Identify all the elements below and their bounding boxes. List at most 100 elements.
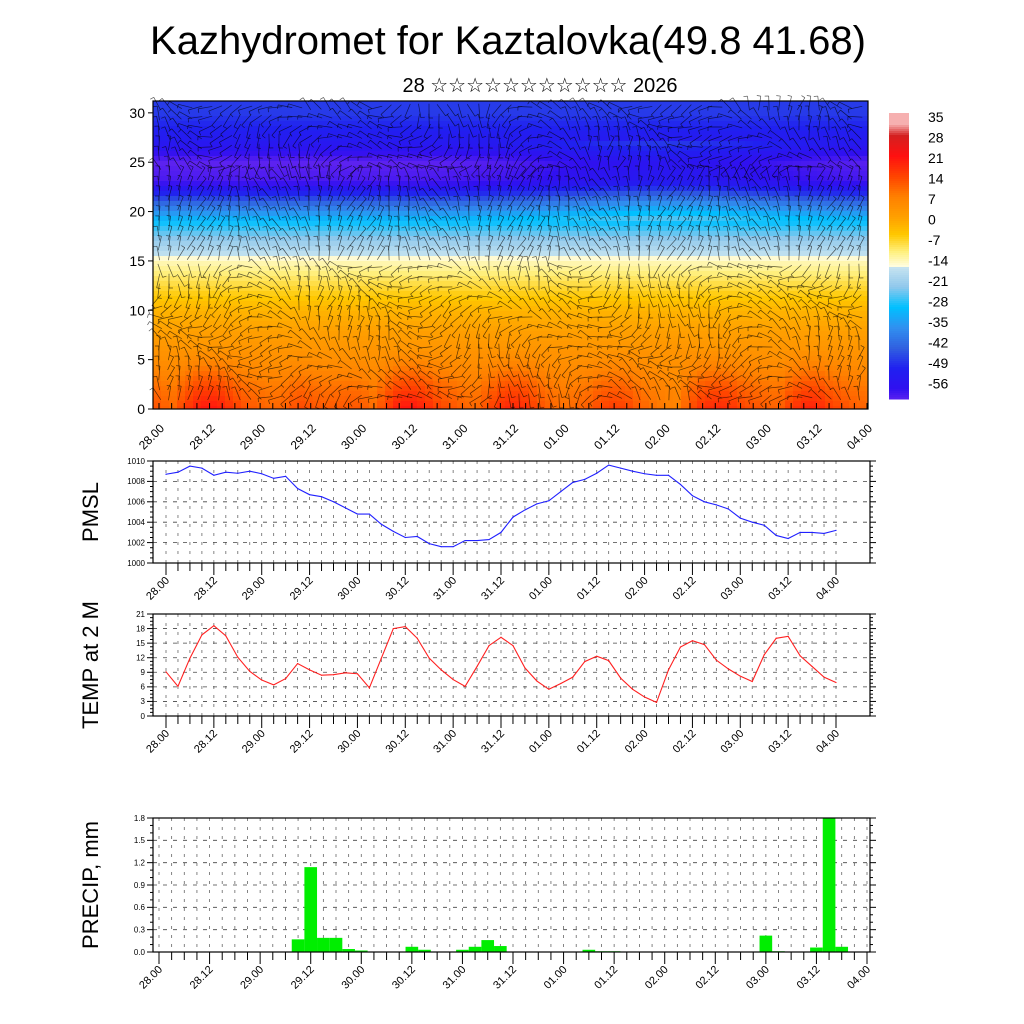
temperature-cell: [649, 241, 658, 247]
temperature-cell: [457, 376, 466, 382]
temperature-cell: [537, 171, 546, 177]
temperature-cell: [153, 106, 162, 112]
temperature-cell: [201, 281, 210, 287]
temperature-cell: [441, 181, 450, 187]
temperature-cell: [265, 336, 274, 342]
temperature-cell: [745, 251, 754, 257]
temperature-cell: [233, 381, 242, 387]
temperature-cell: [201, 341, 210, 347]
temperature-cell: [401, 316, 410, 322]
temperature-cell: [681, 296, 690, 302]
temperature-cell: [465, 296, 474, 302]
temperature-cell: [673, 241, 682, 247]
temperature-cell: [209, 216, 218, 222]
temperature-cell: [289, 161, 298, 167]
temperature-cell: [449, 326, 458, 332]
temperature-cell: [249, 351, 258, 357]
temperature-cell: [377, 351, 386, 357]
temperature-cell: [689, 271, 698, 277]
temperature-cell: [329, 241, 338, 247]
temperature-cell: [273, 376, 282, 382]
temperature-cell: [745, 326, 754, 332]
temperature-cell: [681, 256, 690, 262]
temperature-cell: [705, 106, 714, 112]
temperature-cell: [337, 271, 346, 277]
temperature-cell: [249, 211, 258, 217]
temperature-cell: [441, 146, 450, 152]
temperature-cell: [753, 251, 762, 257]
temperature-cell: [385, 271, 394, 277]
temperature-cell: [441, 231, 450, 237]
temperature-cell: [369, 306, 378, 312]
temperature-cell: [457, 266, 466, 272]
temperature-cell: [537, 251, 546, 257]
temperature-cell: [433, 291, 442, 297]
temperature-cell: [409, 281, 418, 287]
temperature-cell: [689, 221, 698, 227]
temperature-cell: [481, 246, 490, 252]
temperature-cell: [649, 161, 658, 167]
temperature-cell: [665, 186, 674, 192]
temperature-cell: [441, 386, 450, 392]
temperature-cell: [465, 361, 474, 367]
temperature-cell: [369, 351, 378, 357]
temperature-cell: [489, 116, 498, 122]
temperature-cell: [225, 381, 234, 387]
temperature-cell: [185, 141, 194, 147]
temperature-cell: [457, 156, 466, 162]
temperature-cell: [465, 341, 474, 347]
temperature-cell: [641, 271, 650, 277]
temperature-cell: [241, 321, 250, 327]
temperature-cell: [441, 376, 450, 382]
temperature-cell: [385, 281, 394, 287]
temperature-cell: [161, 311, 170, 317]
temperature-cell: [753, 141, 762, 147]
temperature-cell: [177, 311, 186, 317]
temperature-cell: [193, 291, 202, 297]
temperature-cell: [241, 406, 250, 410]
temperature-cell: [233, 201, 242, 207]
temperature-cell: [329, 341, 338, 347]
temperature-cell: [697, 281, 706, 287]
temperature-cell: [625, 141, 634, 147]
temperature-cell: [377, 136, 386, 142]
temperature-cell: [353, 301, 362, 307]
temperature-cell: [177, 366, 186, 372]
temperature-cell: [585, 381, 594, 387]
temperature-cell: [377, 121, 386, 127]
temperature-cell: [297, 406, 306, 410]
temperature-cell: [617, 211, 626, 217]
temperature-cell: [753, 181, 762, 187]
temperature-cell: [529, 251, 538, 257]
temperature-cell: [369, 186, 378, 192]
temperature-cell: [337, 261, 346, 267]
temperature-cell: [761, 366, 770, 372]
temperature-cell: [377, 116, 386, 122]
temperature-cell: [289, 306, 298, 312]
temperature-cell: [529, 176, 538, 182]
temperature-cell: [585, 226, 594, 232]
temperature-cell: [377, 296, 386, 302]
temperature-cell: [353, 201, 362, 207]
temperature-cell: [177, 351, 186, 357]
temperature-cell: [609, 126, 618, 132]
temperature-cell: [441, 191, 450, 197]
temperature-cell: [385, 161, 394, 167]
temperature-cell: [505, 371, 514, 377]
temperature-cell: [729, 341, 738, 347]
temperature-cell: [329, 161, 338, 167]
temperature-cell: [297, 316, 306, 322]
temperature-cell: [217, 106, 226, 112]
temperature-cell: [521, 281, 530, 287]
temperature-cell: [225, 331, 234, 337]
temperature-cell: [593, 366, 602, 372]
temperature-cell: [417, 201, 426, 207]
temperature-cell: [161, 326, 170, 332]
temperature-cell: [473, 341, 482, 347]
temperature-cell: [569, 181, 578, 187]
temperature-cell: [489, 256, 498, 262]
temperature-cell: [161, 321, 170, 327]
temperature-cell: [473, 406, 482, 410]
temperature-cell: [649, 206, 658, 212]
temperature-cell: [673, 346, 682, 352]
